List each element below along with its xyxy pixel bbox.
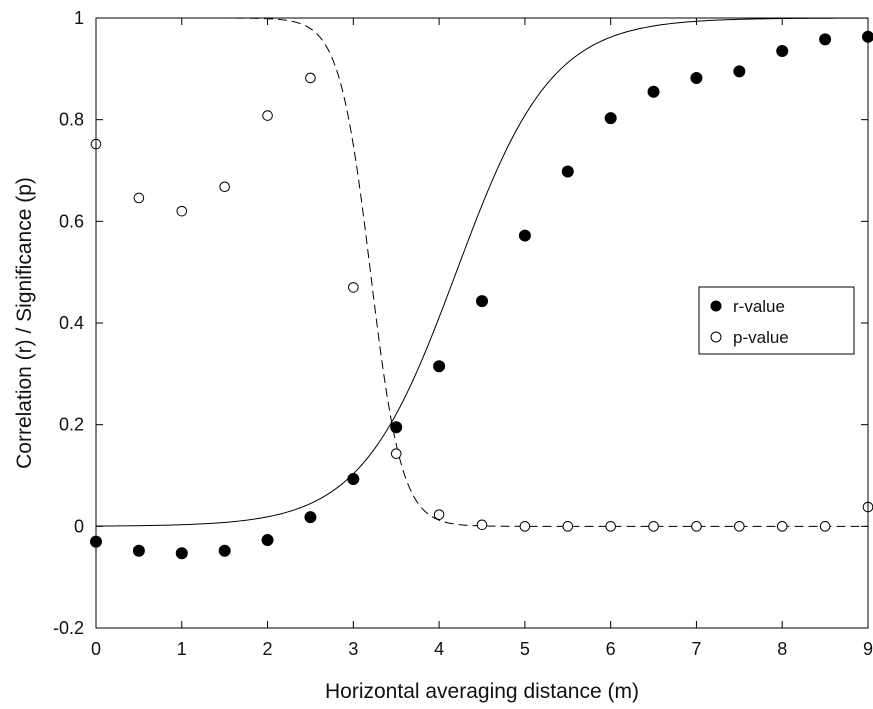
- legend-marker-r-value: [710, 300, 722, 312]
- point-r-value: [819, 33, 832, 46]
- y-tick-label: -0.2: [53, 618, 84, 638]
- x-axis: 0 1 2 3 4 5 6 7 8 9: [91, 18, 873, 659]
- point-p-value: [519, 521, 531, 532]
- point-p-value: [476, 519, 488, 531]
- x-tick-label: 3: [348, 639, 358, 659]
- point-r-value: [132, 544, 145, 557]
- x-tick-label: 0: [91, 639, 101, 659]
- point-p-value: [819, 521, 831, 532]
- point-p-value: [219, 181, 230, 193]
- point-p-value: [562, 521, 574, 532]
- point-r-value: [604, 112, 617, 125]
- point-r-value: [175, 547, 188, 560]
- x-tick-label: 9: [863, 639, 873, 659]
- point-p-value: [133, 192, 145, 204]
- point-p-value: [262, 110, 273, 121]
- point-p-value: [691, 521, 702, 532]
- point-r-value: [776, 45, 789, 58]
- y-tick-label: 0.4: [59, 313, 84, 333]
- x-tick-label: 1: [177, 639, 187, 659]
- point-r-value: [476, 295, 488, 308]
- legend-marker-p-value: [710, 331, 722, 343]
- point-p-value: [776, 521, 788, 532]
- y-axis-title: Correlation (r) / Significance (p): [13, 177, 36, 469]
- point-r-value: [347, 473, 360, 486]
- x-tick-label: 5: [520, 639, 530, 659]
- point-p-value: [305, 72, 316, 84]
- y-tick-label: 0: [74, 516, 84, 536]
- legend-label-p-value: p-value: [733, 328, 789, 347]
- y-axis: -0.2 0 0.2 0.4 0.6 0.8 1: [53, 8, 868, 638]
- point-p-value: [390, 448, 402, 459]
- x-tick-label: 4: [434, 639, 444, 659]
- point-r-value: [261, 534, 274, 547]
- point-p-value: [433, 509, 445, 520]
- point-r-value: [733, 65, 746, 78]
- point-r-value: [304, 511, 317, 524]
- point-r-value: [390, 421, 403, 434]
- y-tick-label: 0.6: [59, 211, 84, 231]
- x-tick-label: 6: [606, 639, 616, 659]
- x-tick-label: 8: [777, 639, 787, 659]
- x-tick-label: 2: [263, 639, 273, 659]
- y-tick-label: 1: [74, 8, 84, 28]
- legend-label-r-value: r-value: [733, 297, 785, 316]
- point-r-value: [218, 544, 231, 557]
- legend: r-value p-value: [698, 286, 855, 355]
- x-axis-title: Horizontal averaging distance (m): [325, 680, 639, 703]
- point-r-value: [518, 229, 531, 242]
- x-tick-label: 7: [691, 639, 701, 659]
- point-p-value: [348, 282, 359, 293]
- legend-box: [698, 286, 855, 355]
- y-tick-label: 0.2: [59, 415, 84, 435]
- point-p-value: [648, 521, 659, 532]
- data-markers: [90, 30, 873, 560]
- point-p-value: [605, 521, 616, 532]
- point-r-value: [690, 71, 703, 84]
- fit-curve-r-value: [95, 17, 868, 527]
- point-r-value: [433, 360, 446, 373]
- point-r-value: [647, 85, 660, 98]
- point-p-value: [734, 521, 745, 532]
- point-r-value: [561, 165, 574, 178]
- point-p-value: [176, 205, 188, 217]
- y-tick-label: 0.8: [59, 110, 84, 130]
